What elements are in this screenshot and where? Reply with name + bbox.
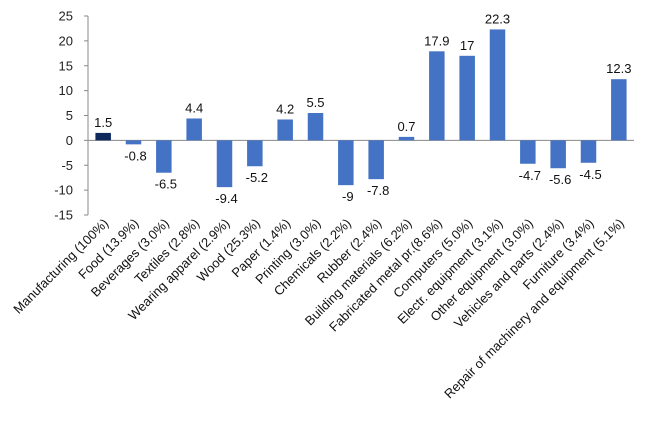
y-tick-label: 15: [59, 58, 73, 73]
bar: [338, 140, 354, 186]
y-tick-label: 5: [66, 108, 73, 123]
y-tick-label: -10: [54, 183, 73, 198]
bar: [307, 113, 324, 141]
data-label: 12.3: [606, 61, 631, 76]
data-label: -4.5: [579, 167, 601, 182]
bar: [216, 140, 233, 188]
chart-category-labels: Manufacturing (100%)Food (13.9%)Beverage…: [10, 216, 627, 402]
bar: [550, 140, 566, 169]
data-label: -6.5: [155, 177, 177, 192]
data-label: -5.6: [549, 172, 571, 187]
y-tick-label: -5: [61, 158, 73, 173]
y-tick-label: 20: [59, 33, 73, 48]
bar: [247, 140, 263, 167]
bar: [580, 140, 597, 163]
chart-axes: -15 -10 -5 0 5 10 15 20 25: [54, 9, 634, 223]
y-tick-label: 0: [66, 133, 73, 148]
bar: [489, 29, 506, 141]
bar: [368, 140, 384, 180]
data-label: 17: [460, 38, 474, 53]
bar: [429, 51, 445, 141]
data-label: -0.8: [124, 148, 146, 163]
bar: [459, 55, 475, 141]
bar: [277, 119, 293, 141]
bar: [186, 118, 202, 141]
y-tick-label: 25: [59, 9, 73, 24]
data-label: 4.2: [276, 101, 294, 116]
bar: [125, 140, 142, 145]
chart-bars: [95, 29, 627, 188]
bar: [398, 136, 415, 141]
data-label: 4.4: [185, 100, 203, 115]
y-tick-label: 10: [59, 83, 73, 98]
data-label: -5.2: [246, 170, 268, 185]
bar: [520, 140, 536, 164]
data-label: 5.5: [306, 95, 324, 110]
chart-data-labels: 1.5 -0.8 -6.5 4.4 -9.4 -5.2 4.2 5.5 -9 -7.8 0.7 17.…: [94, 11, 631, 206]
y-tick-label: -15: [54, 208, 73, 223]
data-label: -9.4: [215, 191, 237, 206]
bar: [156, 140, 172, 173]
data-label: -7.8: [367, 183, 389, 198]
data-label: -4.7: [519, 168, 541, 183]
data-label: -9: [342, 189, 354, 204]
data-label: 0.7: [397, 119, 415, 134]
data-label: 17.9: [424, 33, 449, 48]
bar: [95, 132, 111, 141]
bar: [611, 79, 627, 141]
data-label: 1.5: [94, 115, 112, 130]
data-label: 22.3: [485, 11, 510, 26]
